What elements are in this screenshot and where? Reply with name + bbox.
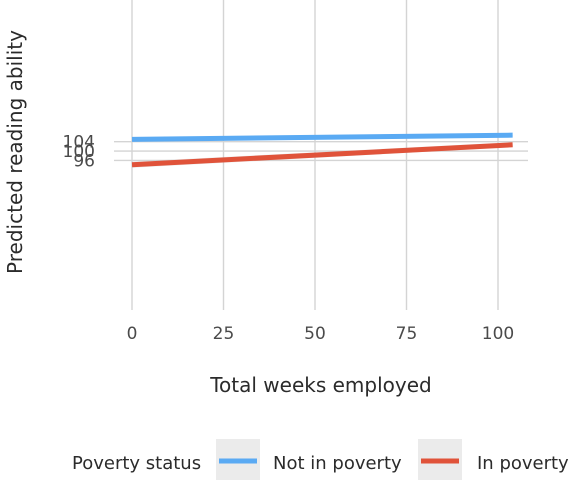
y-tick-label-100: 100: [63, 142, 95, 162]
x-tick-label-50: 50: [304, 324, 326, 344]
x-tick-label-75: 75: [396, 324, 418, 344]
x-tick-label-25: 25: [213, 324, 235, 344]
legend-title: Poverty status: [72, 453, 201, 474]
y-tick-label-104: 104: [63, 133, 95, 153]
y-tick-label-96: 96: [73, 151, 95, 171]
legend-label-in-poverty: In poverty: [477, 453, 569, 474]
series-line-not-in-poverty: [131, 132, 513, 142]
x-axis-title: Total weeks employed: [209, 373, 432, 397]
x-tick-label-0: 0: [127, 324, 138, 344]
x-tick-label-100: 100: [482, 324, 514, 344]
legend-label-not-in-poverty: Not in poverty: [273, 453, 402, 474]
series-line-in-poverty: [131, 142, 513, 168]
series-lines: [131, 132, 513, 168]
x-tick-labels: 0 25 50 75 100: [127, 324, 515, 344]
legend: Poverty status Not in poverty In poverty: [72, 439, 569, 480]
y-axis-title: Predicted reading ability: [3, 30, 27, 274]
